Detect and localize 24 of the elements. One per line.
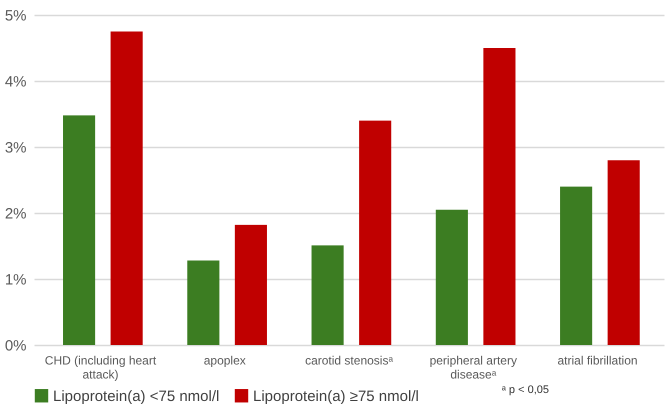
legend-label: Lipoprotein(a) ≥75 nmol/l (253, 388, 419, 404)
x-tick-label: peripheral artery diseaseᵃ (430, 354, 517, 382)
legend-label: Lipoprotein(a) <75 nmol/l (53, 388, 220, 404)
y-tick-label: 5% (4, 8, 26, 24)
bar (187, 260, 220, 345)
bar (436, 210, 468, 345)
bar (234, 224, 267, 345)
bar (608, 160, 640, 345)
bar (483, 48, 516, 345)
bar (560, 186, 592, 345)
x-tick-label: apoplex (204, 354, 246, 368)
x-tick-label: carotid stenosisᵃ (305, 354, 394, 368)
bar (63, 115, 96, 345)
bar (359, 120, 392, 345)
y-tick-label: 3% (4, 140, 26, 156)
x-tick-label: atrial fibrillation (557, 354, 638, 368)
x-tick-label: CHD (including heart attack) (44, 354, 157, 382)
bar (312, 245, 344, 345)
y-tick-label: 0% (4, 338, 26, 354)
y-tick-label: 1% (4, 272, 26, 288)
y-tick-label: 2% (4, 206, 26, 222)
text: ᵃ p < 0,05 (502, 384, 549, 396)
y-tick-label: 4% (4, 74, 26, 90)
bar (110, 32, 143, 345)
